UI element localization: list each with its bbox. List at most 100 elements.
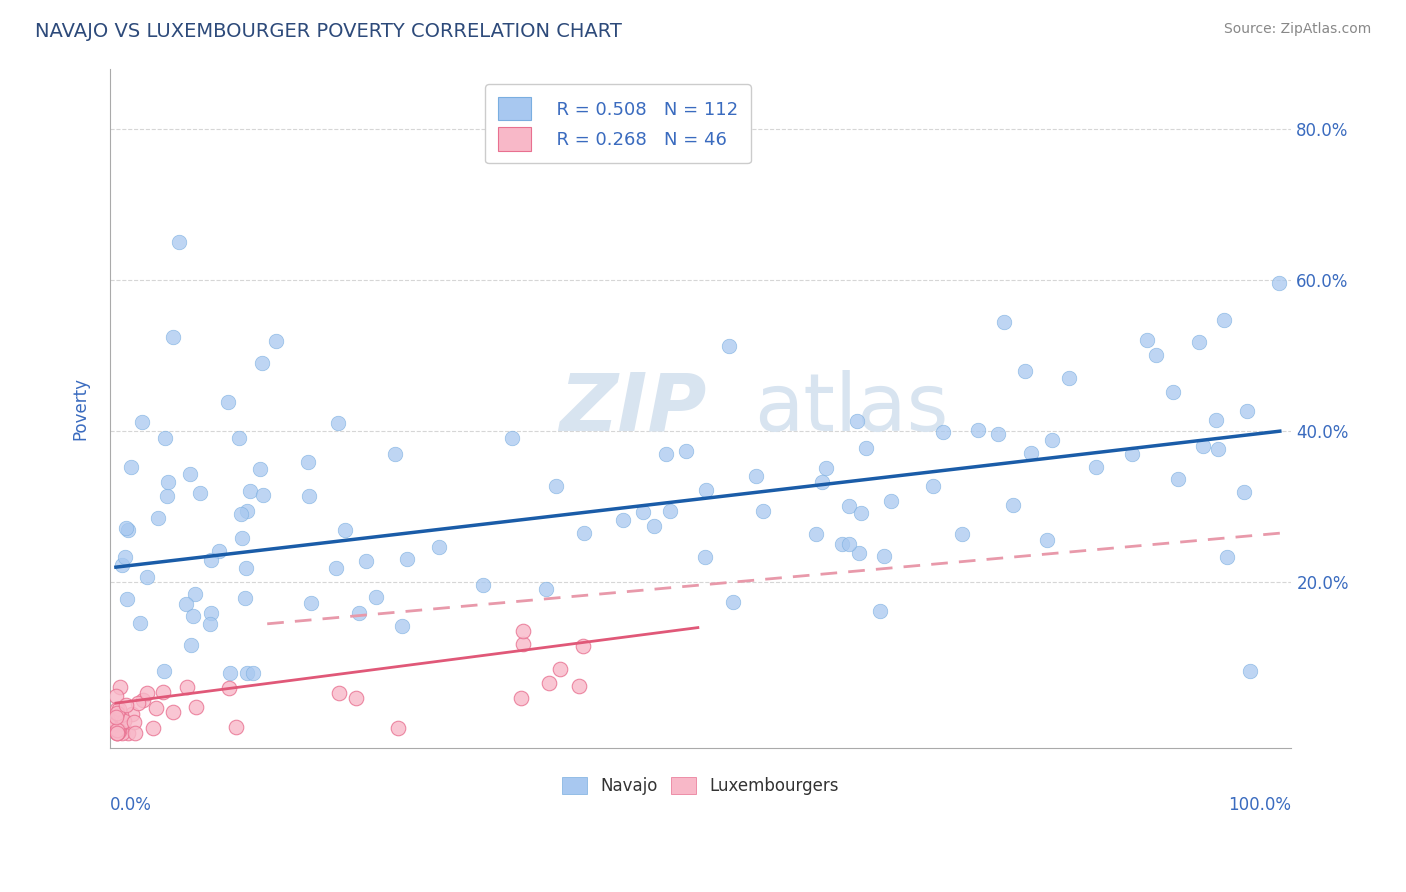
Point bbox=[1084, 459, 1107, 474]
Point bbox=[111, 725, 134, 739]
Point bbox=[1188, 335, 1211, 350]
Point bbox=[831, 537, 853, 551]
Point bbox=[208, 544, 231, 558]
Point bbox=[1268, 276, 1291, 290]
Point bbox=[855, 441, 877, 455]
Legend: Navajo, Luxembourgers: Navajo, Luxembourgers bbox=[555, 770, 846, 801]
Text: 100.0%: 100.0% bbox=[1229, 796, 1292, 814]
Point bbox=[695, 483, 717, 497]
Point bbox=[108, 681, 131, 695]
Point bbox=[325, 561, 347, 575]
Point bbox=[107, 701, 129, 715]
Point bbox=[152, 685, 174, 699]
Point bbox=[1213, 313, 1236, 327]
Point bbox=[142, 722, 165, 736]
Point bbox=[326, 417, 349, 431]
Point bbox=[631, 505, 654, 519]
Point bbox=[105, 717, 128, 731]
Point bbox=[239, 484, 262, 499]
Point bbox=[266, 334, 288, 348]
Point bbox=[512, 624, 534, 639]
Point bbox=[252, 488, 274, 502]
Point bbox=[174, 597, 197, 611]
Point bbox=[105, 725, 128, 739]
Point bbox=[235, 561, 257, 575]
Point bbox=[110, 707, 132, 722]
Y-axis label: Poverty: Poverty bbox=[72, 377, 89, 440]
Point bbox=[104, 716, 127, 731]
Point bbox=[1144, 348, 1167, 362]
Point bbox=[815, 461, 838, 475]
Point bbox=[115, 521, 138, 535]
Point bbox=[105, 710, 128, 724]
Point bbox=[180, 638, 202, 652]
Point bbox=[225, 720, 247, 734]
Point bbox=[384, 447, 406, 461]
Point bbox=[643, 519, 665, 533]
Point bbox=[236, 665, 259, 680]
Point bbox=[1021, 446, 1043, 460]
Point bbox=[217, 395, 239, 409]
Point bbox=[922, 479, 945, 493]
Point bbox=[721, 595, 744, 609]
Point bbox=[548, 662, 571, 676]
Point bbox=[572, 639, 595, 653]
Point bbox=[162, 330, 184, 344]
Point bbox=[228, 432, 250, 446]
Point bbox=[229, 507, 252, 521]
Point bbox=[429, 540, 451, 554]
Point bbox=[838, 500, 860, 514]
Point bbox=[152, 664, 174, 678]
Point bbox=[1014, 364, 1036, 378]
Point bbox=[249, 462, 271, 476]
Text: ZIP: ZIP bbox=[560, 369, 706, 448]
Point bbox=[115, 698, 138, 712]
Point bbox=[156, 475, 179, 490]
Point bbox=[838, 536, 860, 550]
Point bbox=[568, 679, 591, 693]
Point bbox=[1135, 333, 1157, 347]
Point bbox=[1205, 412, 1227, 426]
Point bbox=[501, 431, 523, 445]
Point bbox=[1059, 370, 1081, 384]
Point bbox=[162, 705, 184, 719]
Point bbox=[510, 690, 533, 705]
Point bbox=[112, 714, 135, 728]
Point bbox=[145, 701, 167, 715]
Point bbox=[1161, 385, 1184, 400]
Point bbox=[848, 546, 870, 560]
Point bbox=[176, 680, 198, 694]
Point bbox=[873, 549, 896, 564]
Point bbox=[200, 616, 222, 631]
Point bbox=[655, 447, 678, 461]
Point bbox=[107, 713, 129, 727]
Text: 0.0%: 0.0% bbox=[110, 796, 152, 814]
Point bbox=[811, 475, 834, 489]
Point bbox=[986, 427, 1008, 442]
Point bbox=[512, 637, 534, 651]
Point bbox=[108, 707, 131, 722]
Point bbox=[181, 608, 204, 623]
Point bbox=[131, 693, 153, 707]
Point bbox=[122, 714, 145, 729]
Point bbox=[200, 553, 222, 567]
Point bbox=[344, 691, 367, 706]
Point bbox=[693, 549, 716, 564]
Point bbox=[391, 618, 413, 632]
Point bbox=[1233, 484, 1256, 499]
Point bbox=[297, 455, 319, 469]
Point bbox=[612, 513, 634, 527]
Point bbox=[121, 706, 143, 721]
Point bbox=[1191, 439, 1213, 453]
Point bbox=[804, 526, 827, 541]
Point bbox=[179, 467, 201, 482]
Point bbox=[117, 523, 139, 537]
Point bbox=[107, 706, 129, 720]
Point bbox=[105, 689, 128, 703]
Point bbox=[105, 725, 128, 739]
Point bbox=[124, 725, 146, 739]
Point bbox=[233, 591, 256, 605]
Point bbox=[236, 504, 259, 518]
Point bbox=[200, 606, 222, 620]
Point bbox=[1206, 442, 1229, 456]
